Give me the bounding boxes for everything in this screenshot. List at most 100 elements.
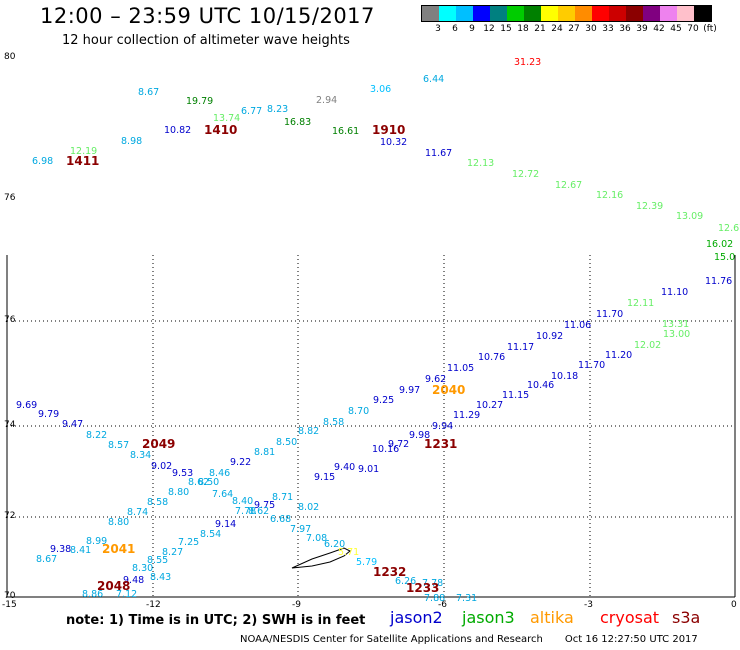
wave-height-label: 6.77: [241, 106, 262, 117]
legend-swatch: [541, 6, 558, 21]
wave-height-label: 7.97: [290, 524, 311, 535]
wave-height-label: 8.62: [248, 506, 269, 517]
wave-height-label: 8.50: [198, 477, 219, 488]
wave-height-label: 9.69: [16, 400, 37, 411]
page-subtitle: 12 hour collection of altimeter wave hei…: [62, 33, 350, 48]
legend-label: (ft): [703, 24, 717, 34]
sat-jason2: jason2: [390, 608, 443, 627]
wave-height-label: 8.81: [254, 447, 275, 458]
wave-height-label: 7.78: [235, 506, 256, 517]
wave-height-label: 10.92: [536, 331, 563, 342]
wave-height-label: 3.06: [370, 84, 391, 95]
frame: [6, 255, 736, 598]
wave-height-label: 12.16: [596, 190, 623, 201]
wave-height-label: 10.46: [527, 380, 554, 391]
legend-swatch: [677, 6, 694, 21]
wave-height-label: 11.29: [453, 410, 480, 421]
wave-height-label: 9.02: [151, 461, 172, 472]
legend-label: 15: [500, 24, 512, 34]
wave-height-label: 2.94: [316, 95, 337, 106]
wave-height-label: 12.67: [718, 223, 740, 234]
wave-height-label: 8.54: [200, 529, 221, 540]
wave-height-label: 8.99: [86, 536, 107, 547]
wave-height-label: 6.20: [324, 539, 345, 550]
wave-height-label: 9.47: [62, 419, 83, 430]
wave-height-label: 11.15: [502, 390, 529, 401]
pass-time-label: 1231: [424, 437, 457, 451]
wave-height-label: 12.11: [627, 298, 654, 309]
wave-height-label: 10.16: [372, 444, 399, 455]
legend-swatch: [592, 6, 609, 21]
legend-swatch: [558, 6, 575, 21]
wave-height-label: 11.70: [578, 360, 605, 371]
grid-lines: [7, 255, 735, 597]
pass-time-label: 1233: [406, 581, 439, 595]
wave-height-label: 13.31: [662, 319, 689, 330]
wave-height-label: 9.38: [50, 544, 71, 555]
x-axis-label: -6: [438, 600, 447, 610]
wave-height-label: 9.15: [314, 472, 335, 483]
wave-height-label: 8.41: [70, 545, 91, 556]
legend-label: 27: [568, 24, 580, 34]
wave-height-label: 8.82: [298, 426, 319, 437]
wave-height-label: 16.61: [332, 126, 359, 137]
wave-height-label: 11.17: [507, 342, 534, 353]
y-axis-label: 72: [4, 511, 16, 521]
wave-height-label: 9.53: [172, 468, 193, 479]
wave-height-label: 8.46: [209, 468, 230, 479]
legend-label: 36: [619, 24, 631, 34]
wave-height-label: 8.67: [36, 554, 57, 565]
wave-height-label: 12.39: [636, 201, 663, 212]
pass-time-label: 1410: [204, 123, 237, 137]
wave-height-label: 8.70: [348, 406, 369, 417]
legend-labels: 3 6 9 12 15 18 21 24 27 30 33 36 39 42 45 70 (ft): [421, 22, 717, 36]
legend-label: 24: [551, 24, 563, 34]
wave-height-label: 8.34: [130, 450, 151, 461]
wave-height-label: 12.13: [467, 158, 494, 169]
legend-label: 6: [452, 24, 458, 34]
wave-height-label: 8.50: [276, 437, 297, 448]
legend-label: 21: [534, 24, 546, 34]
wave-height-label: 12.72: [512, 169, 539, 180]
wave-height-label: 10.32: [380, 137, 407, 148]
wave-height-label: 16.02: [706, 239, 733, 250]
legend-swatch: [422, 6, 439, 21]
legend-swatch: [643, 6, 660, 21]
wave-height-label: 7.25: [178, 537, 199, 548]
wave-height-label: 9.62: [425, 374, 446, 385]
wave-height-label: 8.58: [323, 417, 344, 428]
y-axis-label: 74: [4, 420, 16, 430]
wave-height-label: 9.22: [230, 457, 251, 468]
wave-height-label: 8.74: [127, 507, 148, 518]
x-axis-label: -3: [584, 600, 593, 610]
legend-label: 39: [636, 24, 648, 34]
wave-height-label: 11.67: [425, 148, 452, 159]
color-legend: 3 6 9 12 15 18 21 24 27 30 33 36 39 42 45 70 (ft): [421, 5, 717, 36]
wave-height-label: 8.43: [150, 572, 171, 583]
x-axis-label: 0: [731, 600, 737, 610]
wave-height-label: 8.22: [86, 430, 107, 441]
y-axis-label: 70: [4, 591, 16, 601]
pass-time-label: 2048: [97, 579, 130, 593]
wave-height-label: 15.0: [714, 252, 735, 263]
wave-height-label: 7.08: [306, 533, 327, 544]
wave-height-label: 10.82: [164, 125, 191, 136]
wave-height-label: 5.79: [356, 557, 377, 568]
wave-height-label: 6.44: [423, 74, 444, 85]
wave-height-label: 8.71: [272, 492, 293, 503]
legend-label: 9: [469, 24, 475, 34]
legend-label: 18: [517, 24, 529, 34]
wave-height-label: 11.10: [661, 287, 688, 298]
footer-note: note: 1) Time is in UTC; 2) SWH is in fe…: [66, 613, 366, 628]
pass-time-label: 2040: [432, 383, 465, 397]
footer-credit: NOAA/NESDIS Center for Satellite Applica…: [240, 634, 698, 645]
wave-height-label: 8.27: [162, 547, 183, 558]
sat-jason3: jason3: [462, 608, 515, 627]
x-axis-label: -12: [146, 600, 161, 610]
wave-height-label: 8.62: [188, 477, 209, 488]
wave-height-label: 9.01: [358, 464, 379, 475]
wave-height-label: 8.30: [132, 563, 153, 574]
legend-swatch: [609, 6, 626, 21]
coastline-island: [291, 547, 351, 569]
